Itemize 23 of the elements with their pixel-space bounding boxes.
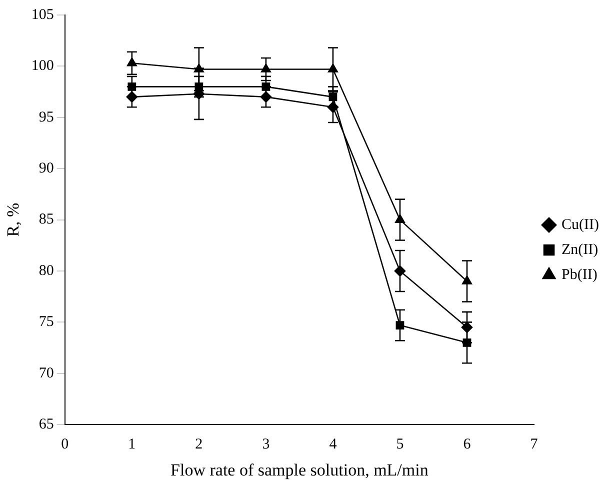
x-tick-label: 1: [128, 436, 136, 453]
y-tick-label: 65: [38, 416, 54, 433]
y-tick-label: 70: [38, 365, 54, 382]
legend-label: Cu(II): [562, 216, 600, 233]
legend-label: Zn(II): [562, 242, 598, 258]
x-tick-label: 7: [530, 436, 538, 453]
y-tick-label: 80: [38, 262, 54, 279]
y-tick-label: 85: [38, 212, 54, 228]
y-tick-label: 100: [31, 58, 54, 74]
x-tick-label: 2: [195, 436, 203, 453]
y-tick-label: 95: [38, 109, 54, 126]
point: [126, 57, 137, 66]
y-tick-label: 90: [38, 160, 54, 177]
x-tick-label: 3: [262, 436, 270, 453]
x-tick-label: 6: [463, 436, 472, 453]
x-tick-label: 4: [329, 436, 338, 453]
y-tick-label: 105: [31, 6, 54, 23]
y-axis-title: R, %: [4, 202, 23, 237]
x-tick-label: 0: [61, 436, 69, 453]
y-tick-label: 75: [38, 314, 54, 330]
x-tick-label: 5: [396, 436, 404, 453]
legend-label: Pb(II): [562, 266, 598, 283]
x-axis-title: Flow rate of sample solution, mL/min: [170, 460, 429, 480]
